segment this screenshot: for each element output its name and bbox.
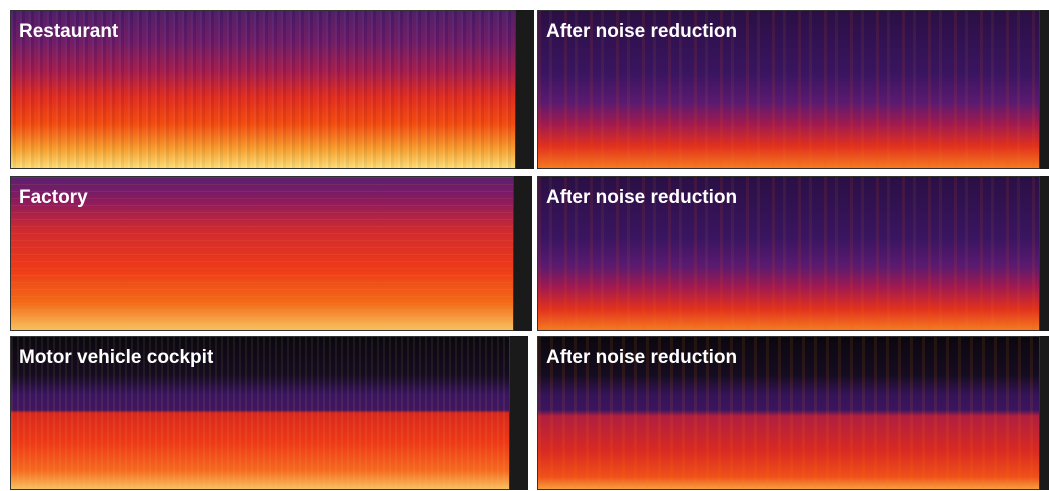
panel-label: Factory (19, 187, 88, 209)
frequency-axis (514, 176, 532, 331)
frequency-axis (1040, 176, 1049, 331)
frequency-axis (1040, 336, 1049, 490)
panel-label: After noise reduction (546, 187, 737, 209)
spectrogram: Motor vehicle cockpit (10, 336, 510, 490)
frequency-axis (516, 10, 534, 169)
spectrogram: After noise reduction (537, 176, 1040, 331)
panel-label: After noise reduction (546, 21, 737, 43)
panel-label: Motor vehicle cockpit (19, 347, 213, 369)
spectrogram: After noise reduction (537, 10, 1040, 169)
spectrogram: Factory (10, 176, 514, 331)
figure: Restaurant After noise reduction Factory… (0, 0, 1049, 491)
spectrogram: Restaurant (10, 10, 516, 169)
spectrogram: After noise reduction (537, 336, 1040, 490)
panel-label: Restaurant (19, 21, 118, 43)
frequency-axis (510, 336, 528, 490)
panel-label: After noise reduction (546, 347, 737, 369)
frequency-axis (1040, 10, 1049, 169)
